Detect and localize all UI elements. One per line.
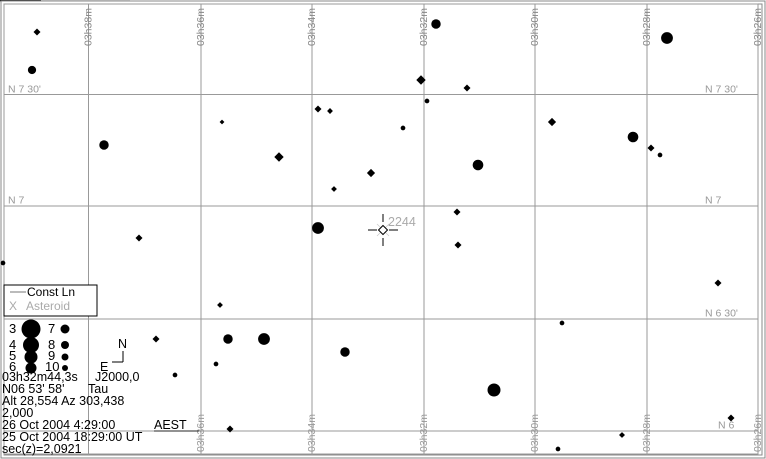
svg-text:03h36m: 03h36m	[195, 414, 207, 452]
svg-text:N 7 30': N 7 30'	[705, 84, 738, 96]
svg-text:Const Ln: Const Ln	[27, 285, 75, 299]
svg-text:03h34m: 03h34m	[306, 8, 318, 46]
svg-text:sec(z)=2,0921: sec(z)=2,0921	[2, 442, 82, 456]
svg-text:03h26m: 03h26m	[752, 8, 764, 46]
svg-text:N 6 30': N 6 30'	[705, 308, 738, 320]
svg-text:7: 7	[48, 321, 55, 336]
svg-text:2244: 2244	[388, 215, 416, 229]
svg-text:03h30m: 03h30m	[529, 8, 541, 46]
svg-text:N 6: N 6	[718, 420, 735, 432]
svg-text:03h30m: 03h30m	[529, 414, 541, 452]
svg-text:03h32m: 03h32m	[418, 414, 430, 452]
svg-text:03h36m: 03h36m	[195, 8, 207, 46]
svg-text:N 7: N 7	[705, 195, 722, 207]
svg-text:N 7: N 7	[8, 195, 25, 207]
svg-text:N 7 30': N 7 30'	[8, 84, 41, 96]
svg-text:Asteroid: Asteroid	[26, 299, 70, 313]
svg-text:03h28m: 03h28m	[641, 414, 653, 452]
svg-text:3: 3	[9, 321, 16, 336]
svg-text:AEST: AEST	[154, 418, 187, 432]
svg-text:03h32m: 03h32m	[418, 8, 430, 46]
svg-text:03h28m: 03h28m	[641, 8, 653, 46]
svg-text:X: X	[9, 299, 17, 313]
svg-text:03h34m: 03h34m	[306, 414, 318, 452]
svg-text:03h38m: 03h38m	[83, 8, 95, 46]
svg-text:03h26m: 03h26m	[752, 414, 764, 452]
svg-text:E: E	[100, 360, 108, 374]
svg-text:N: N	[118, 337, 127, 351]
